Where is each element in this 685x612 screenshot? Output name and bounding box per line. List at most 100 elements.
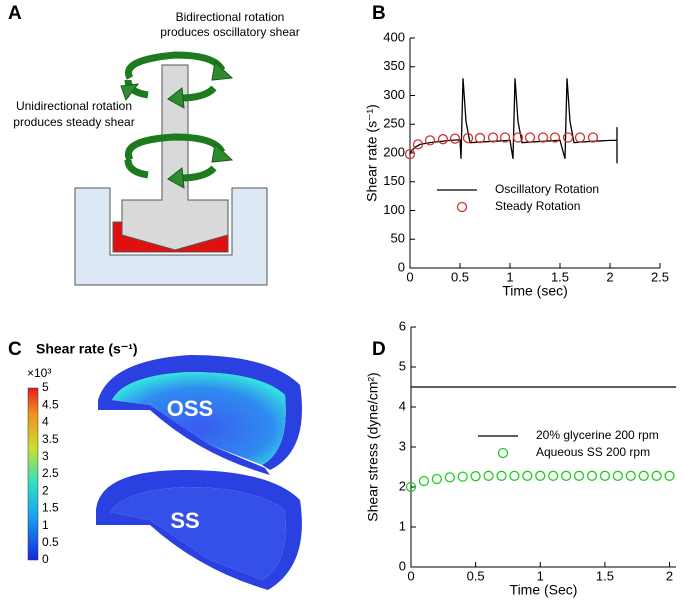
data-point — [462, 132, 474, 144]
data-point — [512, 132, 524, 143]
y-tick-label: 250 — [383, 116, 405, 131]
data-point — [524, 132, 536, 143]
colorbar-tick-label: 1.5 — [42, 501, 59, 515]
panel-c: C Shear rate (s⁻¹) ×10³ OSS SS — [8, 339, 302, 590]
data-point — [560, 470, 572, 481]
x-tick-label: 1.5 — [596, 568, 614, 583]
series-line — [409, 78, 618, 164]
colorbar-tick-label: 1 — [42, 518, 49, 532]
y-tick-label: 6 — [399, 318, 406, 333]
panel-a: A Bidirectional rotation produces oscill… — [8, 3, 300, 286]
colorbar-multiplier: ×10³ — [27, 366, 51, 380]
data-point — [522, 470, 533, 481]
cup-label: OSS — [167, 396, 213, 421]
x-tick-label: 1.5 — [551, 269, 569, 284]
legend-swatch — [456, 201, 468, 213]
y-tick-label: 200 — [383, 144, 405, 159]
x-tick-label: 0.5 — [467, 568, 485, 583]
data-point — [573, 470, 585, 481]
y-tick-label: 300 — [383, 87, 405, 102]
x-axis-label: Time (Sec) — [510, 582, 578, 598]
annotation: produces oscillatory shear — [160, 25, 299, 39]
data-point — [449, 133, 461, 144]
x-tick-label: 2 — [606, 269, 613, 284]
data-point — [574, 132, 586, 143]
x-axis-label: Time (sec) — [502, 283, 568, 299]
data-point — [499, 132, 511, 143]
data-point — [431, 473, 443, 485]
y-tick-label: 3 — [399, 438, 406, 453]
y-tick-label: 0 — [398, 259, 405, 274]
colorbar-tick-label: 0.5 — [42, 535, 59, 549]
data-point — [535, 470, 546, 481]
data-point — [437, 134, 449, 145]
cup-label: SS — [170, 508, 199, 533]
legend-label: 20% glycerine 200 rpm — [536, 428, 659, 442]
colorbar-tick-label: 2.5 — [42, 466, 59, 480]
data-point — [625, 470, 636, 481]
x-tick-label: 0 — [407, 568, 414, 583]
data-point — [664, 470, 675, 481]
x-tick-label: 2 — [666, 568, 673, 583]
colorbar-tick-label: 2 — [42, 483, 49, 497]
data-point — [470, 471, 481, 482]
data-point — [457, 471, 468, 482]
data-point — [587, 132, 599, 143]
data-point — [612, 470, 623, 481]
y-tick-label: 1 — [399, 518, 406, 533]
x-tick-label: 1 — [537, 568, 544, 583]
data-point — [586, 470, 598, 481]
cup-ss-inner — [110, 487, 286, 580]
data-point — [474, 132, 486, 144]
data-point — [405, 481, 417, 493]
legend-label: Aqueous SS 200 rpm — [536, 445, 650, 459]
x-tick-label: 2.5 — [651, 269, 669, 284]
y-axis-label: Shear stress (dyne/cm²) — [365, 372, 381, 521]
cup-ss — [96, 470, 302, 590]
colorbar-tick-label: 3.5 — [42, 432, 59, 446]
data-point — [599, 470, 611, 481]
data-point — [509, 470, 520, 481]
data-point — [537, 132, 549, 143]
data-point — [412, 139, 424, 150]
panel-letter: C — [8, 339, 22, 360]
y-tick-label: 150 — [383, 173, 405, 188]
data-point — [444, 472, 455, 483]
data-point — [548, 470, 559, 481]
data-point — [496, 470, 507, 481]
container — [74, 187, 268, 286]
legend-swatch — [497, 447, 509, 459]
legend-label: Steady Rotation — [495, 199, 580, 213]
data-point — [562, 132, 574, 143]
legend-label: Oscillatory Rotation — [495, 182, 599, 196]
axis-line — [409, 38, 660, 269]
spindle — [121, 64, 229, 251]
x-tick-label: 0.5 — [451, 269, 469, 284]
data-point — [651, 470, 662, 481]
colorbar-tick-label: 0 — [42, 552, 49, 566]
x-tick-label: 1 — [506, 269, 513, 284]
colorbar-tick-label: 4 — [42, 415, 49, 429]
data-point — [424, 135, 436, 146]
data-point — [549, 132, 561, 143]
annotation: produces steady shear — [13, 115, 134, 129]
y-axis-label: Shear rate (s⁻¹) — [364, 104, 380, 202]
y-tick-label: 5 — [399, 358, 406, 373]
x-tick-label: 0 — [406, 269, 413, 284]
y-tick-label: 0 — [399, 558, 406, 573]
panel-letter: A — [8, 3, 22, 24]
annotation: Bidirectional rotation — [176, 10, 285, 24]
annotation: Unidirectional rotation — [16, 99, 132, 113]
colorbar — [27, 387, 39, 561]
panel-letter: B — [372, 3, 386, 24]
y-tick-label: 50 — [391, 231, 405, 246]
data-point — [404, 148, 416, 160]
colorbar-tick-label: 3 — [42, 449, 49, 463]
data-point — [487, 132, 499, 143]
colorbar-title: Shear rate (s⁻¹) — [36, 341, 138, 357]
y-tick-label: 400 — [383, 29, 405, 44]
y-tick-label: 100 — [383, 202, 405, 217]
panel-letter: D — [372, 339, 386, 360]
data-point — [418, 475, 430, 487]
